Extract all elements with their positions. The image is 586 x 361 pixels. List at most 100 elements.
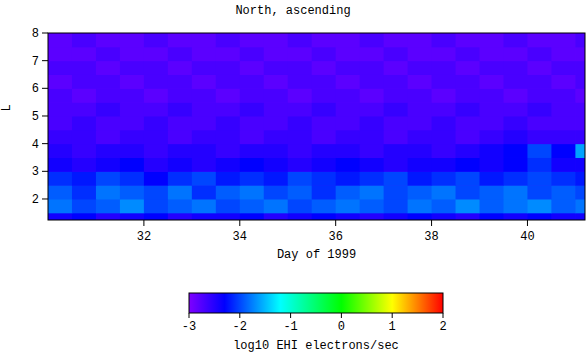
x-label: Day of 1999 xyxy=(277,248,356,262)
cell xyxy=(527,213,551,220)
cell xyxy=(48,130,72,144)
cell xyxy=(264,157,288,171)
cell xyxy=(168,171,192,185)
cell xyxy=(72,74,96,88)
colorbar-tick xyxy=(443,313,444,318)
cell xyxy=(192,88,216,102)
cell xyxy=(240,102,264,116)
x-tick xyxy=(335,220,336,226)
cell xyxy=(336,61,360,75)
cell xyxy=(527,74,551,88)
cell xyxy=(168,88,192,102)
cell xyxy=(216,130,240,144)
cell xyxy=(192,199,216,213)
cell xyxy=(192,116,216,130)
cell xyxy=(72,199,96,213)
cell xyxy=(96,171,120,185)
colorbar-tick-label: 1 xyxy=(389,320,396,334)
cell xyxy=(384,213,408,220)
cell xyxy=(336,47,360,61)
cell xyxy=(480,116,504,130)
cell xyxy=(96,199,120,213)
cell xyxy=(408,74,432,88)
cell xyxy=(360,47,384,61)
cell xyxy=(72,47,96,61)
x-tick-label: 32 xyxy=(137,230,151,244)
cell xyxy=(168,144,192,158)
cell xyxy=(264,88,288,102)
cell xyxy=(288,130,312,144)
cell xyxy=(384,157,408,171)
y-tick xyxy=(42,33,48,34)
cell xyxy=(480,102,504,116)
cell xyxy=(48,171,72,185)
cell xyxy=(456,74,480,88)
cell xyxy=(432,157,456,171)
cell xyxy=(312,157,336,171)
cell xyxy=(432,116,456,130)
cell xyxy=(312,213,336,220)
cell xyxy=(288,171,312,185)
cell xyxy=(551,213,575,220)
cell xyxy=(456,130,480,144)
cell xyxy=(168,199,192,213)
cell xyxy=(480,213,504,220)
x-tick-label: 38 xyxy=(424,230,438,244)
cell xyxy=(527,157,551,171)
cell xyxy=(312,61,336,75)
cell xyxy=(408,61,432,75)
cell xyxy=(192,61,216,75)
cell xyxy=(96,157,120,171)
cell xyxy=(432,171,456,185)
cell xyxy=(144,47,168,61)
cell xyxy=(96,144,120,158)
cell xyxy=(432,199,456,213)
cell xyxy=(168,74,192,88)
y-tick xyxy=(42,115,48,116)
cell xyxy=(168,213,192,220)
cell xyxy=(72,61,96,75)
cell xyxy=(96,102,120,116)
cell xyxy=(336,102,360,116)
cell xyxy=(48,185,72,199)
cell xyxy=(216,171,240,185)
cell xyxy=(527,33,551,47)
cell xyxy=(96,33,120,47)
cell xyxy=(480,33,504,47)
cell xyxy=(144,213,168,220)
x-tick-label: 40 xyxy=(520,230,534,244)
y-tick xyxy=(42,198,48,199)
cell xyxy=(432,74,456,88)
cell xyxy=(408,157,432,171)
colorbar-tick xyxy=(239,313,240,318)
cell xyxy=(503,157,527,171)
cell xyxy=(96,88,120,102)
cell xyxy=(408,116,432,130)
cell xyxy=(288,157,312,171)
cell xyxy=(312,88,336,102)
cell xyxy=(240,213,264,220)
plot-frame xyxy=(48,33,585,220)
cell xyxy=(360,199,384,213)
cell xyxy=(456,213,480,220)
cell xyxy=(503,213,527,220)
chart: 32343638402345678North, ascendingDay of … xyxy=(0,0,586,361)
cell xyxy=(336,74,360,88)
cell xyxy=(551,130,575,144)
cell xyxy=(144,33,168,47)
cell xyxy=(503,116,527,130)
cells xyxy=(48,33,585,220)
cell xyxy=(192,102,216,116)
cell xyxy=(551,157,575,171)
cell xyxy=(216,213,240,220)
cell xyxy=(240,88,264,102)
cell xyxy=(480,74,504,88)
cell xyxy=(527,144,551,158)
cell xyxy=(168,130,192,144)
cell xyxy=(575,144,585,158)
cell xyxy=(120,185,144,199)
y-tick xyxy=(42,60,48,61)
cell xyxy=(72,185,96,199)
cell xyxy=(96,47,120,61)
cell xyxy=(240,33,264,47)
